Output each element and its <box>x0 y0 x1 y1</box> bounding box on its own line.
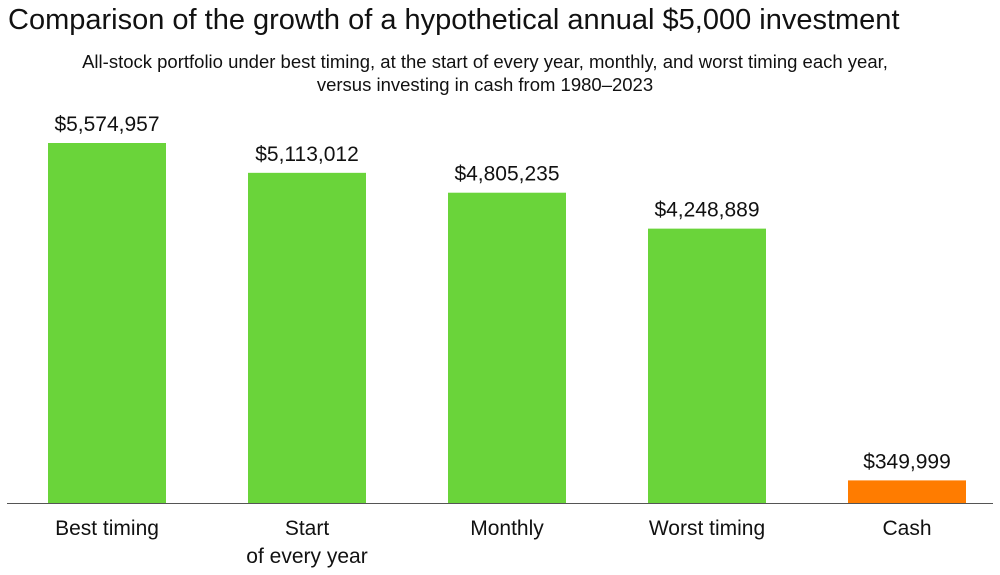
chart-subtitle: All-stock portfolio under best timing, a… <box>0 50 970 96</box>
category-label-5: Cash <box>882 517 931 540</box>
data-label-2: $5,113,012 <box>255 143 359 166</box>
category-label-1: Best timing <box>55 517 159 540</box>
category-label-4: Worst timing <box>649 517 765 540</box>
bar-4 <box>648 228 766 503</box>
subtitle-line-1: All-stock portfolio under best timing, a… <box>82 51 888 72</box>
data-label-1: $5,574,957 <box>54 113 159 136</box>
bar-1 <box>48 143 166 503</box>
category-label-3: Monthly <box>470 517 544 540</box>
bar-2 <box>248 172 366 503</box>
data-label-3: $4,805,235 <box>454 163 559 186</box>
subtitle-line-2: versus investing in cash from 1980–2023 <box>316 74 654 95</box>
chart-title: Comparison of the growth of a hypothetic… <box>8 4 900 36</box>
bar-3 <box>448 192 566 503</box>
category-label-2: Start of every year <box>246 517 367 568</box>
data-label-4: $4,248,889 <box>654 199 759 222</box>
bar-5 <box>848 480 966 503</box>
data-label-5: $349,999 <box>863 450 951 473</box>
